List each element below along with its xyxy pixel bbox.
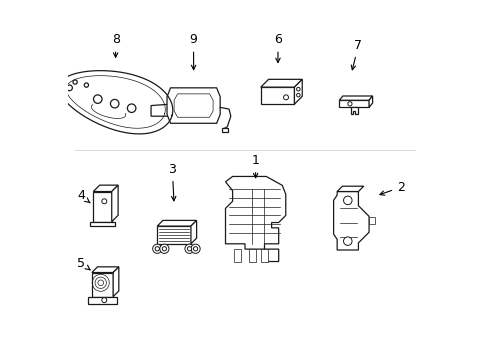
Circle shape: [187, 247, 192, 251]
Polygon shape: [174, 94, 213, 117]
Polygon shape: [294, 79, 302, 104]
Circle shape: [296, 87, 300, 91]
Polygon shape: [261, 87, 294, 104]
Circle shape: [194, 247, 197, 251]
Text: 5: 5: [77, 257, 90, 270]
Circle shape: [191, 244, 200, 253]
Polygon shape: [151, 104, 176, 116]
Circle shape: [343, 237, 352, 246]
Circle shape: [343, 196, 352, 204]
Polygon shape: [234, 249, 242, 261]
Polygon shape: [93, 192, 112, 222]
Polygon shape: [351, 107, 358, 114]
Polygon shape: [248, 249, 256, 261]
Text: 9: 9: [190, 33, 197, 69]
Circle shape: [67, 85, 73, 91]
Circle shape: [102, 199, 107, 204]
Polygon shape: [225, 176, 286, 261]
Circle shape: [162, 247, 167, 251]
Circle shape: [296, 93, 300, 97]
Text: 4: 4: [77, 189, 90, 203]
Text: 6: 6: [274, 33, 282, 63]
Polygon shape: [92, 273, 113, 297]
Circle shape: [73, 80, 77, 84]
Polygon shape: [157, 226, 191, 244]
Polygon shape: [337, 186, 364, 192]
Polygon shape: [339, 100, 369, 107]
Circle shape: [153, 244, 162, 253]
Polygon shape: [91, 222, 115, 226]
Polygon shape: [59, 71, 173, 134]
Circle shape: [348, 102, 352, 106]
Polygon shape: [369, 217, 375, 224]
Polygon shape: [112, 185, 118, 222]
Polygon shape: [157, 220, 196, 226]
Circle shape: [94, 95, 102, 103]
Bar: [222, 128, 228, 132]
Circle shape: [160, 244, 169, 253]
Polygon shape: [191, 220, 196, 244]
Polygon shape: [261, 249, 268, 261]
Polygon shape: [92, 267, 119, 273]
Polygon shape: [113, 267, 119, 297]
Circle shape: [127, 104, 136, 112]
Polygon shape: [93, 185, 118, 192]
Circle shape: [110, 99, 119, 108]
Text: 3: 3: [169, 163, 176, 201]
Circle shape: [155, 247, 159, 251]
Polygon shape: [369, 96, 372, 107]
Polygon shape: [334, 192, 369, 250]
Circle shape: [102, 298, 107, 303]
Circle shape: [185, 244, 194, 253]
Text: 1: 1: [252, 154, 260, 178]
Polygon shape: [88, 297, 117, 304]
Circle shape: [284, 95, 289, 100]
Polygon shape: [339, 96, 372, 100]
Text: 8: 8: [112, 33, 120, 57]
Polygon shape: [167, 88, 220, 123]
Text: 2: 2: [380, 181, 405, 195]
Text: 7: 7: [351, 39, 363, 70]
Circle shape: [84, 83, 89, 87]
Polygon shape: [261, 79, 302, 87]
